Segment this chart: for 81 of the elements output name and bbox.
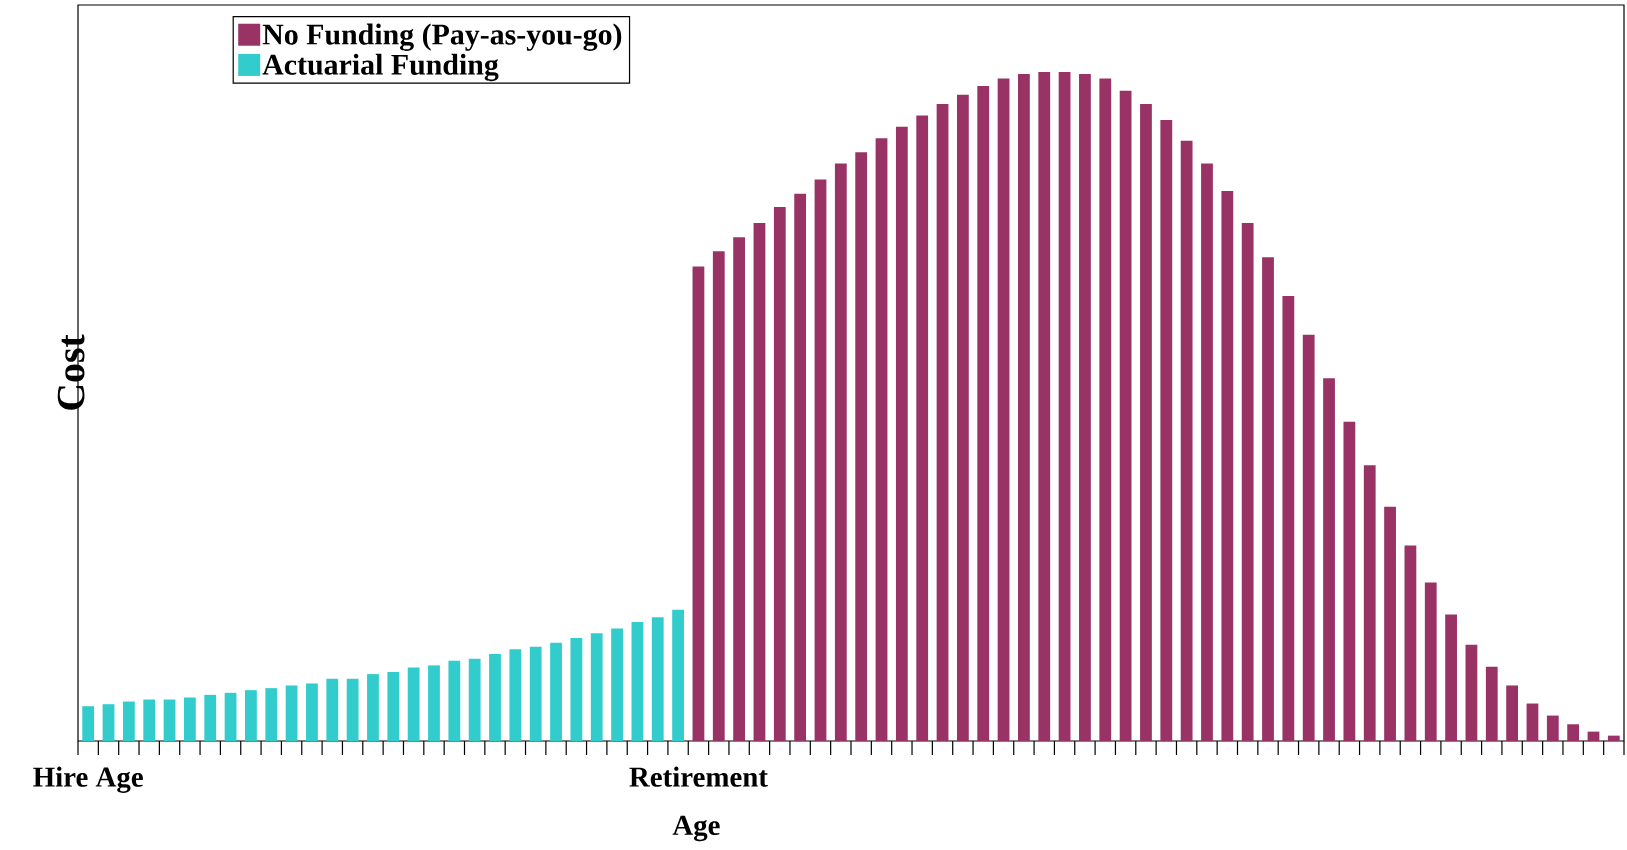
x-tick-label: Hire Age bbox=[33, 766, 143, 793]
bar bbox=[204, 694, 217, 741]
bar bbox=[672, 609, 684, 741]
bar bbox=[1607, 735, 1620, 741]
bar bbox=[1180, 140, 1193, 741]
bar bbox=[753, 223, 766, 741]
bar bbox=[855, 152, 868, 741]
bar bbox=[590, 633, 603, 741]
bar bbox=[285, 685, 298, 741]
bar bbox=[1221, 190, 1234, 741]
bar bbox=[1546, 715, 1559, 741]
bar bbox=[326, 678, 339, 741]
bar bbox=[956, 94, 969, 741]
bar bbox=[122, 701, 135, 741]
bar bbox=[428, 665, 440, 741]
bar bbox=[936, 104, 949, 741]
bar bbox=[1323, 378, 1335, 741]
bar bbox=[712, 251, 725, 741]
bar bbox=[895, 126, 908, 741]
legend-label: Actuarial Funding bbox=[262, 53, 499, 82]
bar bbox=[794, 193, 807, 741]
bar bbox=[733, 237, 746, 741]
x-axis-title: Age bbox=[672, 815, 720, 842]
bar bbox=[1038, 71, 1051, 741]
bar bbox=[1140, 104, 1152, 741]
bar bbox=[611, 628, 623, 741]
bar bbox=[265, 688, 278, 741]
bar bbox=[183, 697, 196, 741]
bar bbox=[1567, 724, 1580, 741]
bar bbox=[1262, 257, 1274, 741]
bar bbox=[509, 649, 522, 741]
bar bbox=[1119, 90, 1132, 741]
bar bbox=[977, 85, 990, 741]
bar bbox=[468, 658, 481, 741]
bar bbox=[1241, 223, 1254, 741]
bar bbox=[1445, 614, 1457, 741]
bar bbox=[1506, 685, 1519, 741]
bar bbox=[1343, 421, 1356, 741]
bar bbox=[1282, 296, 1295, 741]
bar bbox=[1526, 703, 1539, 741]
bar bbox=[143, 699, 156, 741]
bar bbox=[1424, 582, 1437, 741]
bar bbox=[1384, 506, 1396, 741]
bar bbox=[245, 690, 257, 741]
bar bbox=[407, 667, 420, 741]
bar bbox=[1201, 163, 1213, 741]
bar bbox=[1465, 644, 1478, 741]
bar bbox=[814, 179, 827, 741]
y-axis-title: Cost bbox=[57, 334, 85, 410]
bar bbox=[82, 706, 95, 741]
bar bbox=[224, 692, 237, 741]
bar bbox=[387, 672, 400, 741]
bar bbox=[916, 115, 929, 741]
bar bbox=[875, 138, 888, 741]
legend-label: No Funding (Pay-as-you-go) bbox=[262, 23, 622, 51]
bar bbox=[102, 704, 115, 741]
bar bbox=[367, 674, 379, 741]
bar bbox=[1160, 120, 1173, 741]
bar bbox=[651, 617, 664, 741]
bar bbox=[1302, 334, 1315, 741]
bar bbox=[1058, 71, 1071, 741]
bar bbox=[1099, 78, 1112, 741]
bar bbox=[631, 621, 644, 741]
bar bbox=[773, 207, 786, 741]
bar bbox=[570, 637, 583, 741]
bar bbox=[448, 660, 461, 741]
bar bbox=[1018, 73, 1030, 741]
bar bbox=[1404, 545, 1417, 741]
bar bbox=[489, 654, 501, 741]
bar bbox=[163, 699, 176, 741]
bar bbox=[1079, 73, 1091, 741]
bar bbox=[692, 266, 705, 741]
x-tick-label: Retirement bbox=[629, 766, 768, 787]
bar bbox=[834, 163, 847, 741]
bar bbox=[550, 642, 562, 741]
bar bbox=[306, 683, 318, 741]
bar bbox=[1363, 465, 1376, 741]
bar bbox=[997, 78, 1010, 741]
bar bbox=[529, 646, 542, 741]
bar bbox=[346, 678, 359, 741]
bar bbox=[1485, 666, 1498, 741]
